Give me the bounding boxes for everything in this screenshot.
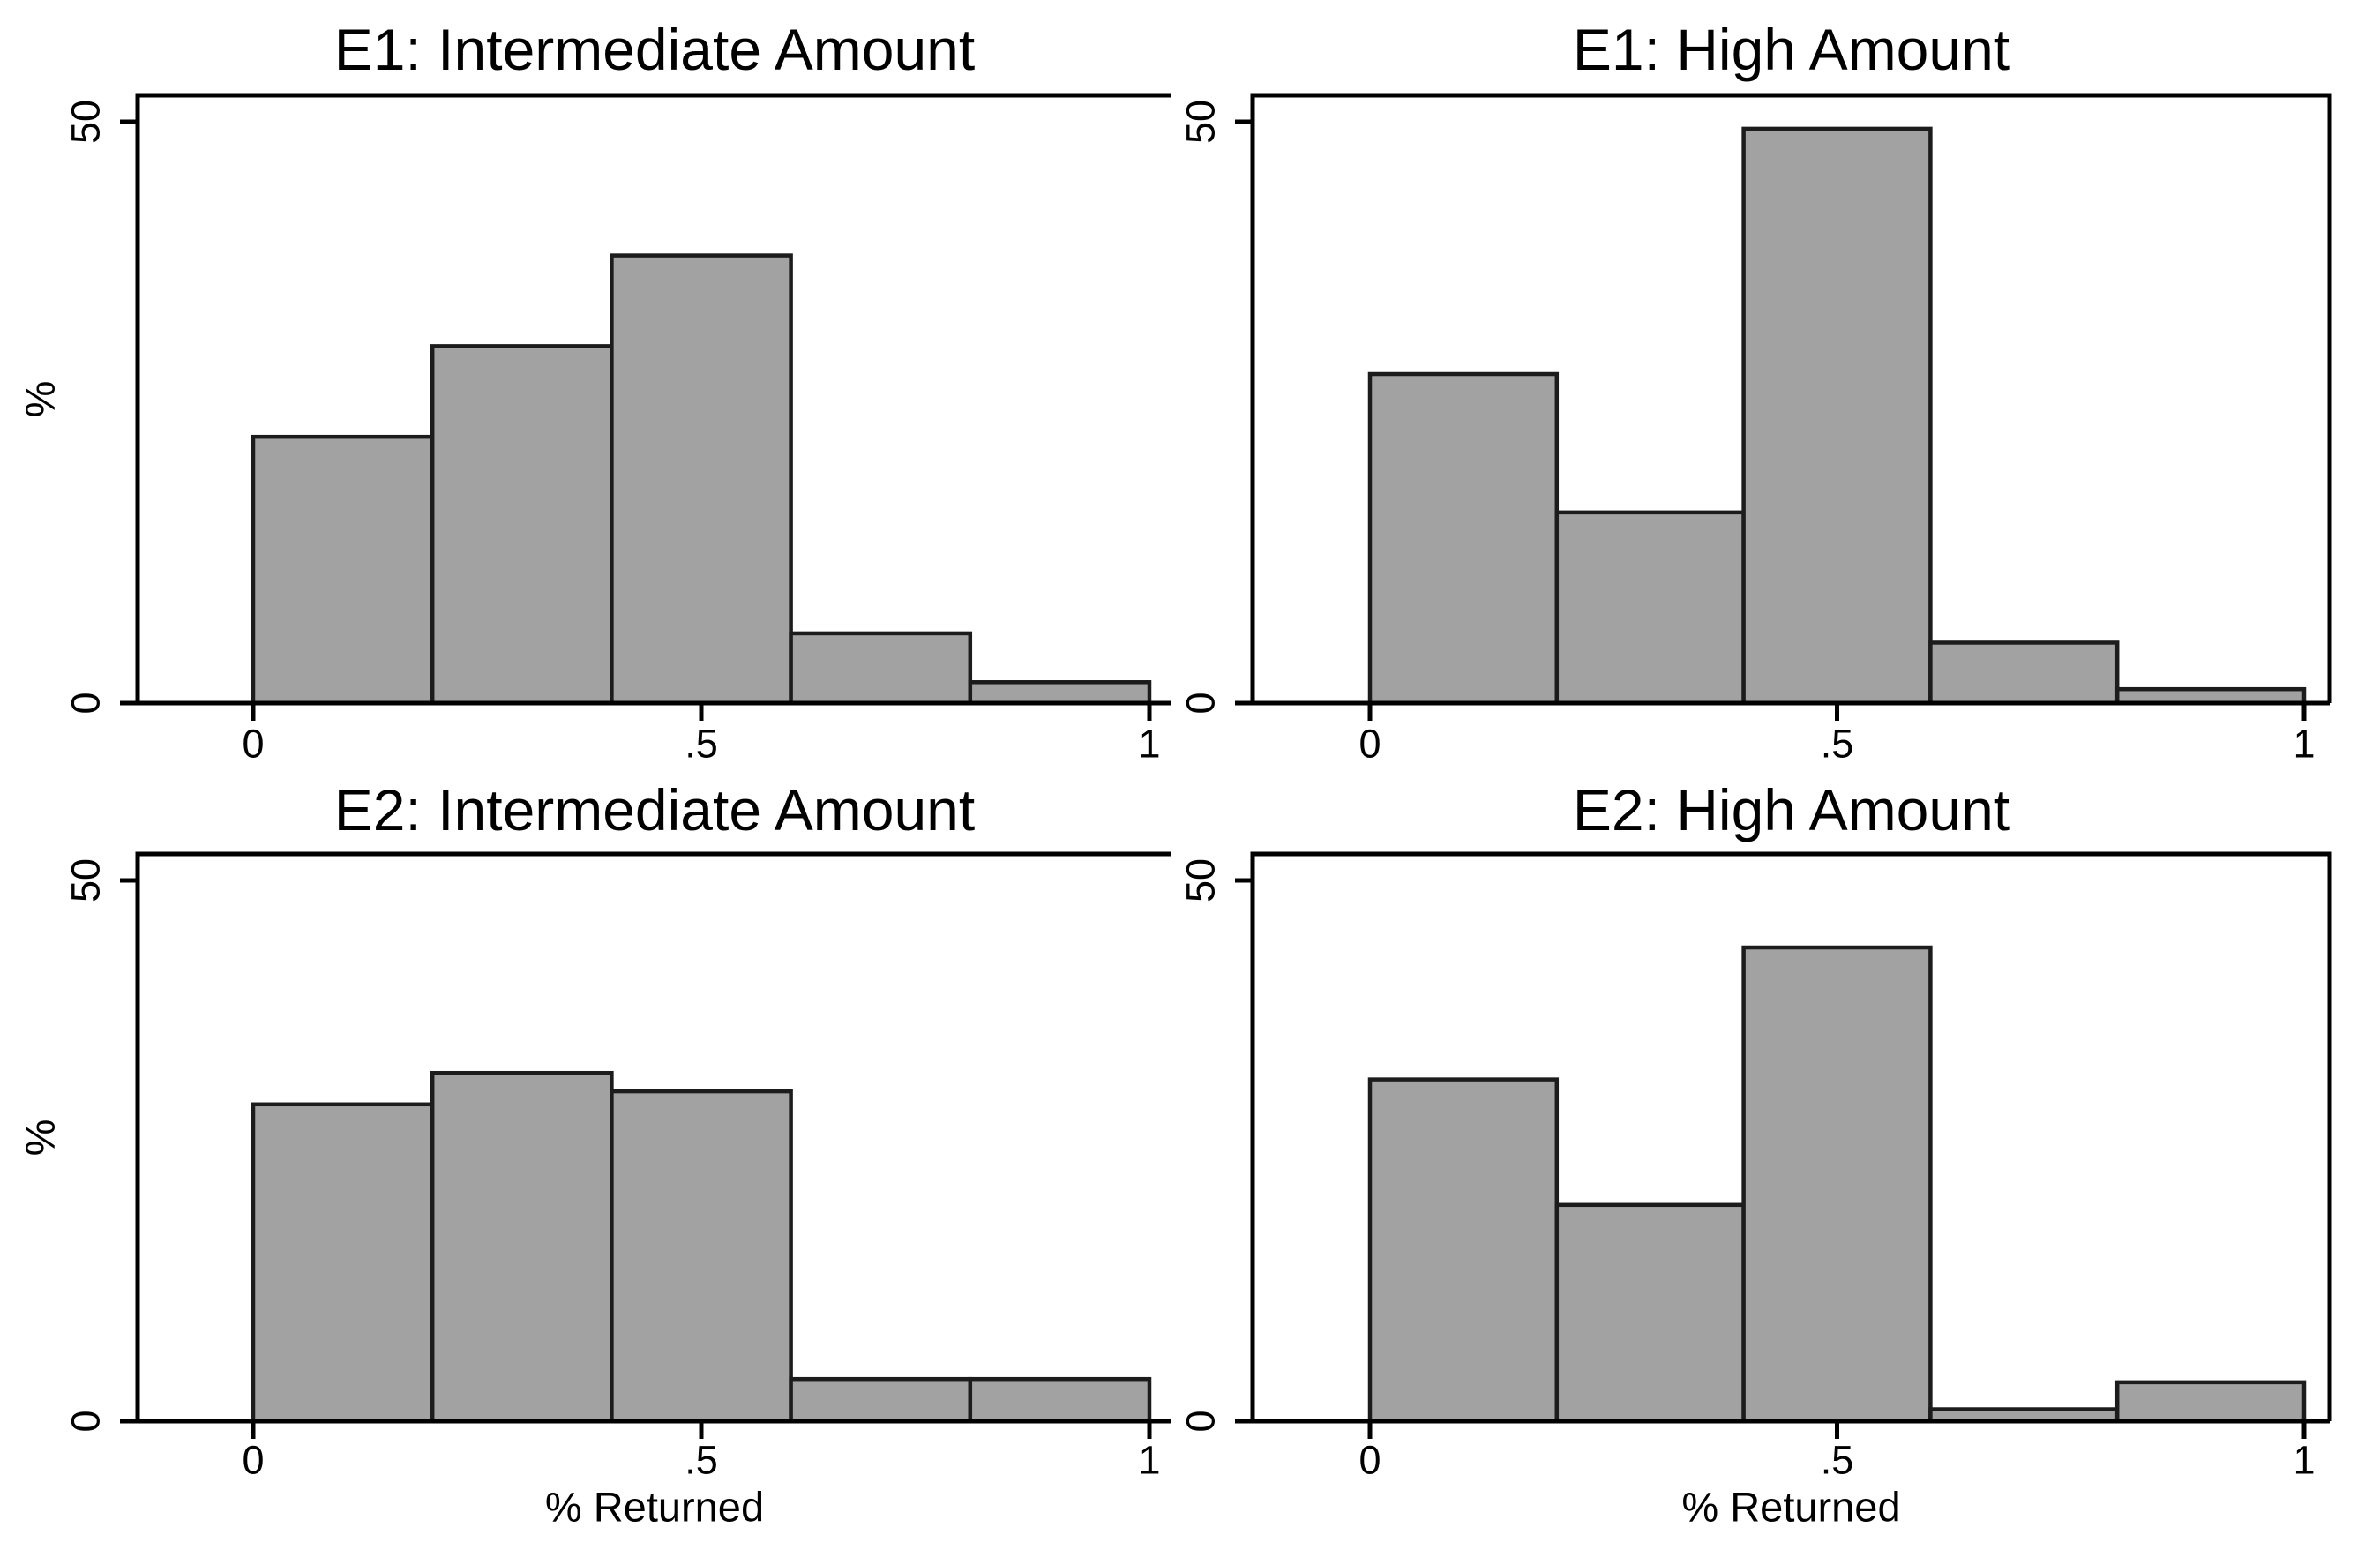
histogram-bar [610,253,793,706]
x-axis-label: % Returned [545,1484,764,1531]
histogram-bar [789,631,973,706]
histogram-bar [1928,640,2120,706]
histogram-e2-high: 0 50 0 .5 1 E2: High Amount % Returned [1179,777,2332,1531]
chart-title: E2: High Amount [1573,777,2010,842]
histogram-bar [2114,1380,2307,1424]
histogram-bar [1367,1077,1560,1424]
chart-title: E1: High Amount [1573,17,2010,82]
histogram-bar [430,344,614,706]
histogram-bar [251,434,435,706]
x-tick-label: .5 [685,1438,718,1483]
chart-title: E2: Intermediate Amount [334,777,975,842]
histogram-bar [1554,1202,1746,1424]
x-tick-label: 0 [242,1438,264,1483]
x-axis-label: % Returned [1681,1484,1900,1531]
histogram-bar [789,1376,973,1424]
chart-title: E1: Intermediate Amount [334,17,975,82]
x-tick-label: 1 [1138,1438,1160,1483]
y-tick-label: 50 [64,858,109,902]
histogram-bar [1367,371,1560,706]
histogram-e1-intermediate: 0 50 0 .5 1 E1: Intermediate Amount% [17,17,1171,767]
y-tick-label: 0 [64,1410,109,1432]
histogram-bar [251,1102,435,1424]
histogram-bar [610,1089,793,1424]
y-axis-label: % [17,1119,64,1157]
histogram-bar [1741,945,1933,1424]
x-tick-label: 1 [1138,722,1160,767]
histogram-e2-intermediate: 0 50 0 .5 1 E2: Intermediate Amount% % Returne… [17,777,1171,1531]
x-tick-label: 0 [1358,722,1381,767]
histogram-bar [430,1070,614,1424]
histogram-bar [1741,126,1933,706]
y-tick-label: 0 [1179,692,1224,714]
y-tick-label: 50 [64,100,109,144]
x-tick-label: 0 [242,722,264,767]
x-tick-label: 1 [2293,722,2315,767]
y-tick-label: 0 [64,692,109,714]
x-tick-label: .5 [1821,1438,1854,1483]
plot-frame [1250,93,2332,703]
x-tick-label: 0 [1358,1438,1381,1483]
x-tick-label: .5 [685,722,718,767]
histogram-e1-high: 0 50 0 .5 1 E1: High Amount [1179,17,2332,767]
y-axis-label: % [17,381,64,418]
histogram-bar [1554,510,1746,706]
y-tick-label: 50 [1179,858,1224,902]
x-tick-label: 1 [2293,1438,2315,1483]
y-tick-label: 50 [1179,100,1224,144]
plot-frame [1250,851,2332,1421]
x-tick-label: .5 [1821,722,1854,767]
plot-frame [135,93,1171,703]
plot-frame [135,851,1171,1421]
histogram-bar [968,680,1152,706]
y-tick-label: 0 [1179,1410,1224,1432]
histogram-bar [968,1376,1152,1424]
